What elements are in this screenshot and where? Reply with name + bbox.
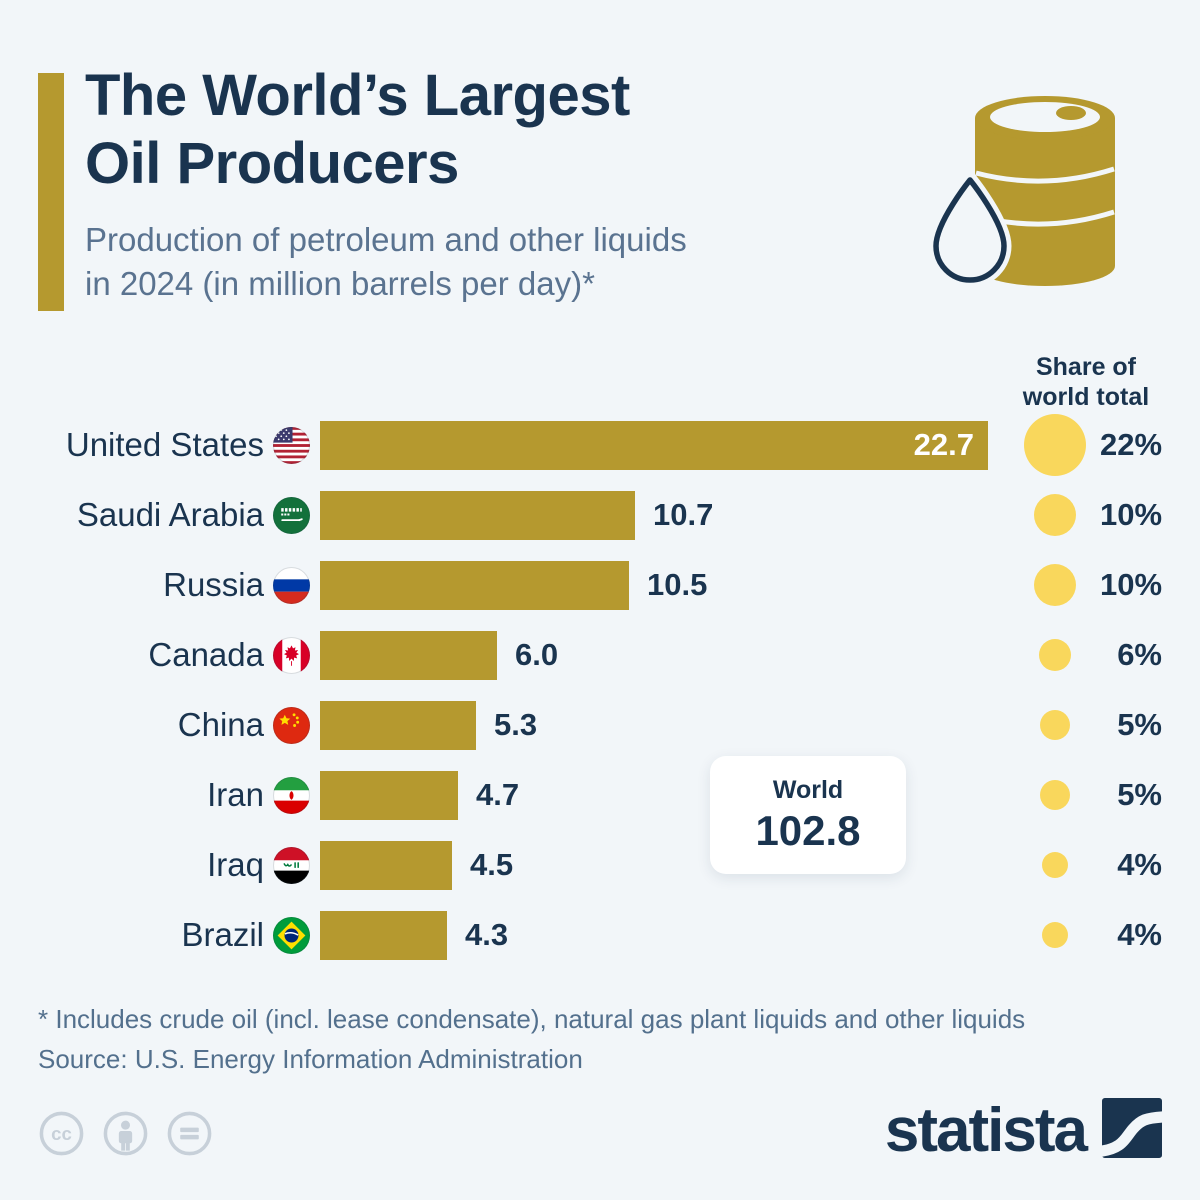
share-circle — [1034, 564, 1076, 606]
flag-ca-icon — [273, 636, 310, 674]
world-total-card: World 102.8 — [710, 756, 906, 874]
country-label: China — [177, 706, 264, 743]
cc-license-icons[interactable]: cc — [38, 1110, 213, 1157]
share-circle — [1039, 639, 1071, 671]
flag-br-icon — [273, 916, 310, 954]
share-circle-area — [1010, 414, 1100, 476]
country-label: Saudi Arabia — [76, 496, 264, 533]
share-circle-area — [1010, 494, 1100, 536]
production-value: 5.3 — [494, 707, 538, 742]
production-bar — [320, 840, 452, 890]
flag-ru-icon — [273, 566, 310, 604]
chart-rows: United States 22.7 22% Saudi Arabia 10.7 10% R… — [38, 410, 1164, 970]
share-circle — [1042, 922, 1068, 948]
share-circle-area — [1010, 639, 1100, 671]
share-circle-area — [1010, 922, 1100, 948]
share-circle — [1040, 780, 1070, 810]
production-bar: 22.7 — [320, 420, 988, 470]
share-percent: 4% — [1117, 847, 1162, 882]
bar-area: 10.5 — [320, 560, 1010, 610]
production-value: 10.7 — [653, 497, 714, 532]
share-circle — [1040, 710, 1070, 740]
share-circle-area — [1010, 564, 1100, 606]
share-percent: 4% — [1117, 917, 1162, 952]
bar-area: 22.7 — [320, 420, 1010, 470]
bar-area: 4.7 — [320, 770, 1010, 820]
world-label: World — [772, 775, 844, 804]
production-bar — [320, 910, 447, 960]
share-percent: 6% — [1117, 637, 1162, 672]
share-circle-area — [1010, 780, 1100, 810]
share-circle-area — [1010, 852, 1100, 878]
country-label: Brazil — [181, 916, 264, 953]
production-value: 4.5 — [470, 847, 514, 882]
chart-row: United States 22.7 22% — [38, 410, 1164, 480]
flag-cn-icon — [273, 706, 310, 744]
chart-row: Russia 10.5 10% — [38, 550, 1164, 620]
production-bar — [320, 560, 629, 610]
cc-icon[interactable]: cc — [38, 1110, 85, 1157]
chart-row: Canada 6.0 6% — [38, 620, 1164, 690]
flag-ir-icon — [273, 776, 310, 814]
share-percent: 22% — [1100, 427, 1163, 462]
share-percent: 10% — [1100, 497, 1163, 532]
statista-logo[interactable]: statista — [884, 1095, 1167, 1165]
country-label: Russia — [163, 566, 264, 603]
statista-wordmark: statista — [884, 1095, 1088, 1165]
title-accent-bar — [38, 73, 64, 311]
production-bar — [320, 770, 458, 820]
production-value: 6.0 — [515, 637, 559, 672]
bar-area: 10.7 — [320, 490, 1010, 540]
bar-area: 6.0 — [320, 630, 1010, 680]
title-block: The World’s Largest Oil Producers Produc… — [85, 62, 905, 305]
production-bar — [320, 490, 635, 540]
cc-by-person-icon[interactable] — [102, 1110, 149, 1157]
production-bar — [320, 700, 476, 750]
share-percent: 10% — [1100, 567, 1163, 602]
chart-row: Iraq 4.5 4% — [38, 830, 1164, 900]
footer-notes: * Includes crude oil (incl. lease conden… — [38, 1000, 1138, 1079]
source-text: Source: U.S. Energy Information Administ… — [38, 1043, 583, 1074]
page-subtitle: Production of petroleum and other liquid… — [85, 220, 687, 302]
flag-us-icon — [273, 426, 310, 464]
flag-iq-icon — [273, 846, 310, 884]
cc-nd-equals-icon[interactable] — [166, 1110, 213, 1157]
production-value: 10.5 — [647, 567, 708, 602]
production-bar — [320, 630, 497, 680]
chart-row: Iran 4.7 5% — [38, 760, 1164, 830]
country-label: United States — [65, 426, 264, 463]
production-value: 4.3 — [465, 917, 509, 952]
share-column-header: Share of world total — [1022, 353, 1150, 411]
country-label: Iraq — [207, 846, 264, 883]
bar-area: 4.5 — [320, 840, 1010, 890]
share-circle — [1034, 494, 1076, 536]
share-percent: 5% — [1117, 707, 1162, 742]
page-title: The World’s Largest Oil Producers — [85, 63, 630, 196]
chart-row: Saudi Arabia 10.7 10% — [38, 480, 1164, 550]
bar-area: 5.3 — [320, 700, 1010, 750]
footnote-text: * Includes crude oil (incl. lease conden… — [38, 1004, 1026, 1034]
flag-sa-icon — [273, 496, 310, 534]
share-circle — [1024, 414, 1086, 476]
world-total-value: 102.8 — [755, 806, 861, 854]
oil-barrel-droplet-icon — [928, 88, 1118, 298]
country-label: Iran — [207, 776, 264, 813]
svg-text:cc: cc — [51, 1123, 72, 1144]
production-value: 4.7 — [476, 777, 520, 812]
bar-area: 4.3 — [320, 910, 1010, 960]
share-percent: 5% — [1117, 777, 1162, 812]
chart-row: China 5.3 5% — [38, 690, 1164, 760]
statista-logo-mark-icon — [1097, 1098, 1167, 1163]
share-circle-area — [1010, 710, 1100, 740]
production-value: 22.7 — [913, 427, 974, 462]
share-circle — [1042, 852, 1068, 878]
chart-row: Brazil 4.3 4% — [38, 900, 1164, 970]
country-label: Canada — [148, 636, 264, 673]
